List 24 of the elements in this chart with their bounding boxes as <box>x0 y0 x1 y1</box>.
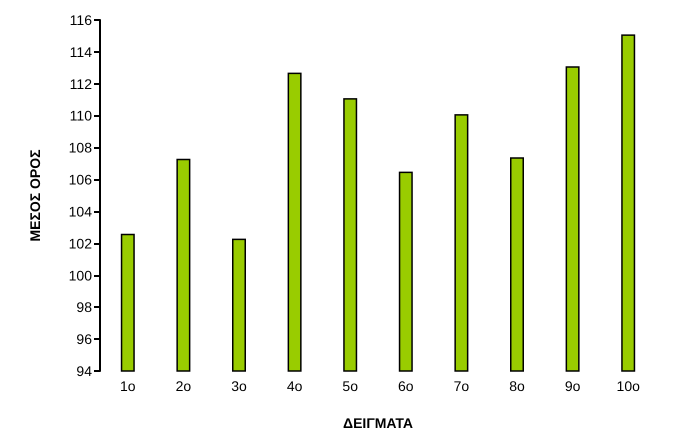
x-tick-label: 2ο <box>176 378 192 394</box>
y-tick-label: 94 <box>76 363 92 379</box>
y-tick-label: 112 <box>70 76 92 92</box>
y-tick-label: 108 <box>68 140 92 156</box>
y-tick-label: 102 <box>68 235 92 252</box>
x-tick-label: 1ο <box>120 378 136 394</box>
y-tick-label: 98 <box>76 299 92 316</box>
x-tick-label: 9ο <box>564 378 581 394</box>
x-tick-label: 6ο <box>398 378 414 394</box>
y-tick-label: 116 <box>70 12 92 28</box>
y-tick-label: 114 <box>70 44 92 60</box>
x-axis-title: ΔΕΙΓΜΑΤΑ <box>343 415 413 431</box>
y-tick-label: 110 <box>70 108 92 124</box>
y-tick-label: 96 <box>76 331 92 348</box>
x-tick-label: 10ο <box>616 378 640 394</box>
x-tick-label: 3ο <box>231 378 247 394</box>
y-tick-label: 106 <box>68 172 92 188</box>
y-tick-label: 100 <box>68 267 92 284</box>
x-tick-label: 8ο <box>509 378 525 394</box>
x-tick-label: 4ο <box>286 378 303 394</box>
x-tick-label: 7ο <box>454 378 470 394</box>
y-axis-title: ΜΕΣΟΣ ΟΡΟΣ <box>27 149 43 242</box>
y-tick-label: 104 <box>68 203 92 220</box>
x-tick-label: 5ο <box>342 378 358 394</box>
